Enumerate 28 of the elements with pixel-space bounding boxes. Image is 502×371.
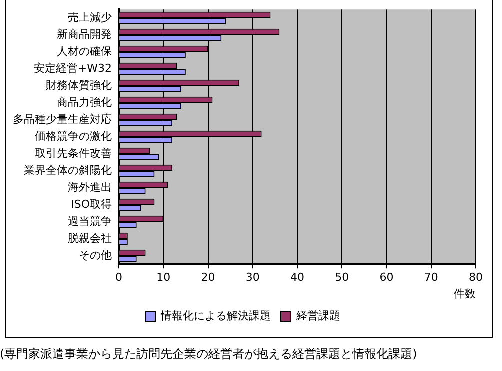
y-tick-label: 取引先条件改善 (35, 146, 112, 160)
y-tick-label: 過当競争 (68, 214, 112, 228)
x-tick-label: 40 (290, 271, 304, 284)
x-tick-label: 10 (156, 271, 171, 284)
y-tick-label: 商品力強化 (57, 96, 112, 109)
x-tick-label: 20 (201, 271, 216, 284)
x-tick-label: 80 (469, 271, 483, 284)
y-tick-label: 安定経営+W32 (34, 62, 112, 75)
x-tick-label: 30 (246, 271, 260, 284)
x-tick-label: 0 (116, 271, 122, 284)
y-tick-label: 多品種少量生産対応 (13, 112, 112, 126)
y-tick-label: 業界全体の斜陽化 (24, 164, 112, 177)
x-tick-label: 50 (335, 271, 350, 284)
y-tick-label: その他 (79, 248, 112, 262)
x-axis-title: 件数 (454, 287, 476, 300)
x-tick-label: 70 (424, 271, 438, 284)
y-tick-label: 人材の確保 (57, 44, 112, 58)
legend-label: 情報化による解決課題 (160, 309, 271, 322)
y-tick-label: 脱親会社 (68, 232, 112, 245)
x-tick-label: 60 (380, 271, 394, 284)
y-tick-label: 財務体質強化 (46, 78, 112, 92)
y-tick-label: 海外進出 (68, 180, 112, 194)
y-tick-label: 新商品開発 (57, 28, 112, 41)
legend-label: 経営課題 (296, 309, 340, 322)
y-tick-label: 売上減少 (68, 10, 112, 24)
y-tick-label: ISO取得 (71, 198, 112, 211)
text: (専門家派遣事業から見た訪問先企業の経営者が抱える経営課題と情報化課題) (0, 346, 418, 363)
y-tick-label: 価格競争の激化 (35, 130, 112, 143)
